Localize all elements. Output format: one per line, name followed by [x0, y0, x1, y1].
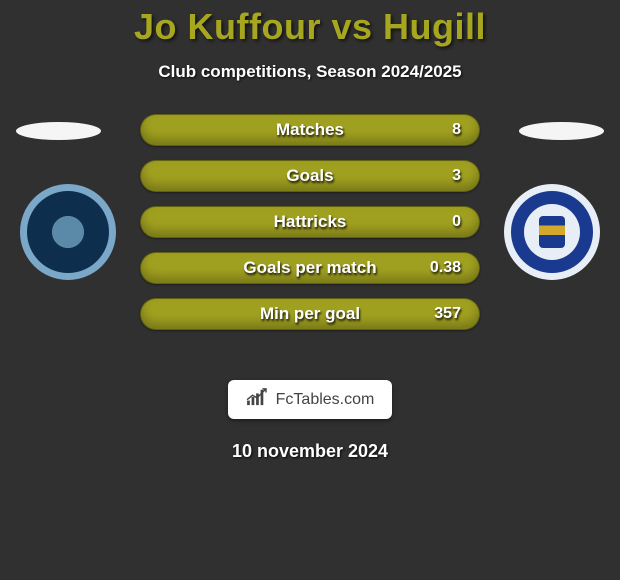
stat-row-goals: Goals 3: [140, 160, 480, 192]
player-left-avatar-placeholder: [16, 122, 101, 140]
stat-row-goals-per-match: Goals per match 0.38: [140, 252, 480, 284]
stat-label: Min per goal: [141, 304, 479, 324]
stat-label: Matches: [141, 120, 479, 140]
stat-row-hattricks: Hattricks 0: [140, 206, 480, 238]
stat-row-matches: Matches 8: [140, 114, 480, 146]
player-right-avatar-placeholder: [519, 122, 604, 140]
stat-bars: Matches 8 Goals 3 Hattricks 0 Goals per …: [140, 114, 480, 344]
stat-row-min-per-goal: Min per goal 357: [140, 298, 480, 330]
date-text: 10 november 2024: [0, 441, 620, 462]
page-title: Jo Kuffour vs Hugill: [0, 0, 620, 48]
club-crest-right: [504, 184, 600, 280]
chart-line-icon: [246, 388, 268, 411]
stat-label: Goals per match: [141, 258, 479, 278]
brand-text: FcTables.com: [276, 391, 375, 409]
brand-link[interactable]: FcTables.com: [228, 380, 393, 419]
comparison-panel: Matches 8 Goals 3 Hattricks 0 Goals per …: [0, 122, 620, 362]
stat-label: Goals: [141, 166, 479, 186]
stat-label: Hattricks: [141, 212, 479, 232]
club-crest-left: [20, 184, 116, 280]
footer: FcTables.com 10 november 2024: [0, 380, 620, 462]
page-subtitle: Club competitions, Season 2024/2025: [0, 62, 620, 82]
